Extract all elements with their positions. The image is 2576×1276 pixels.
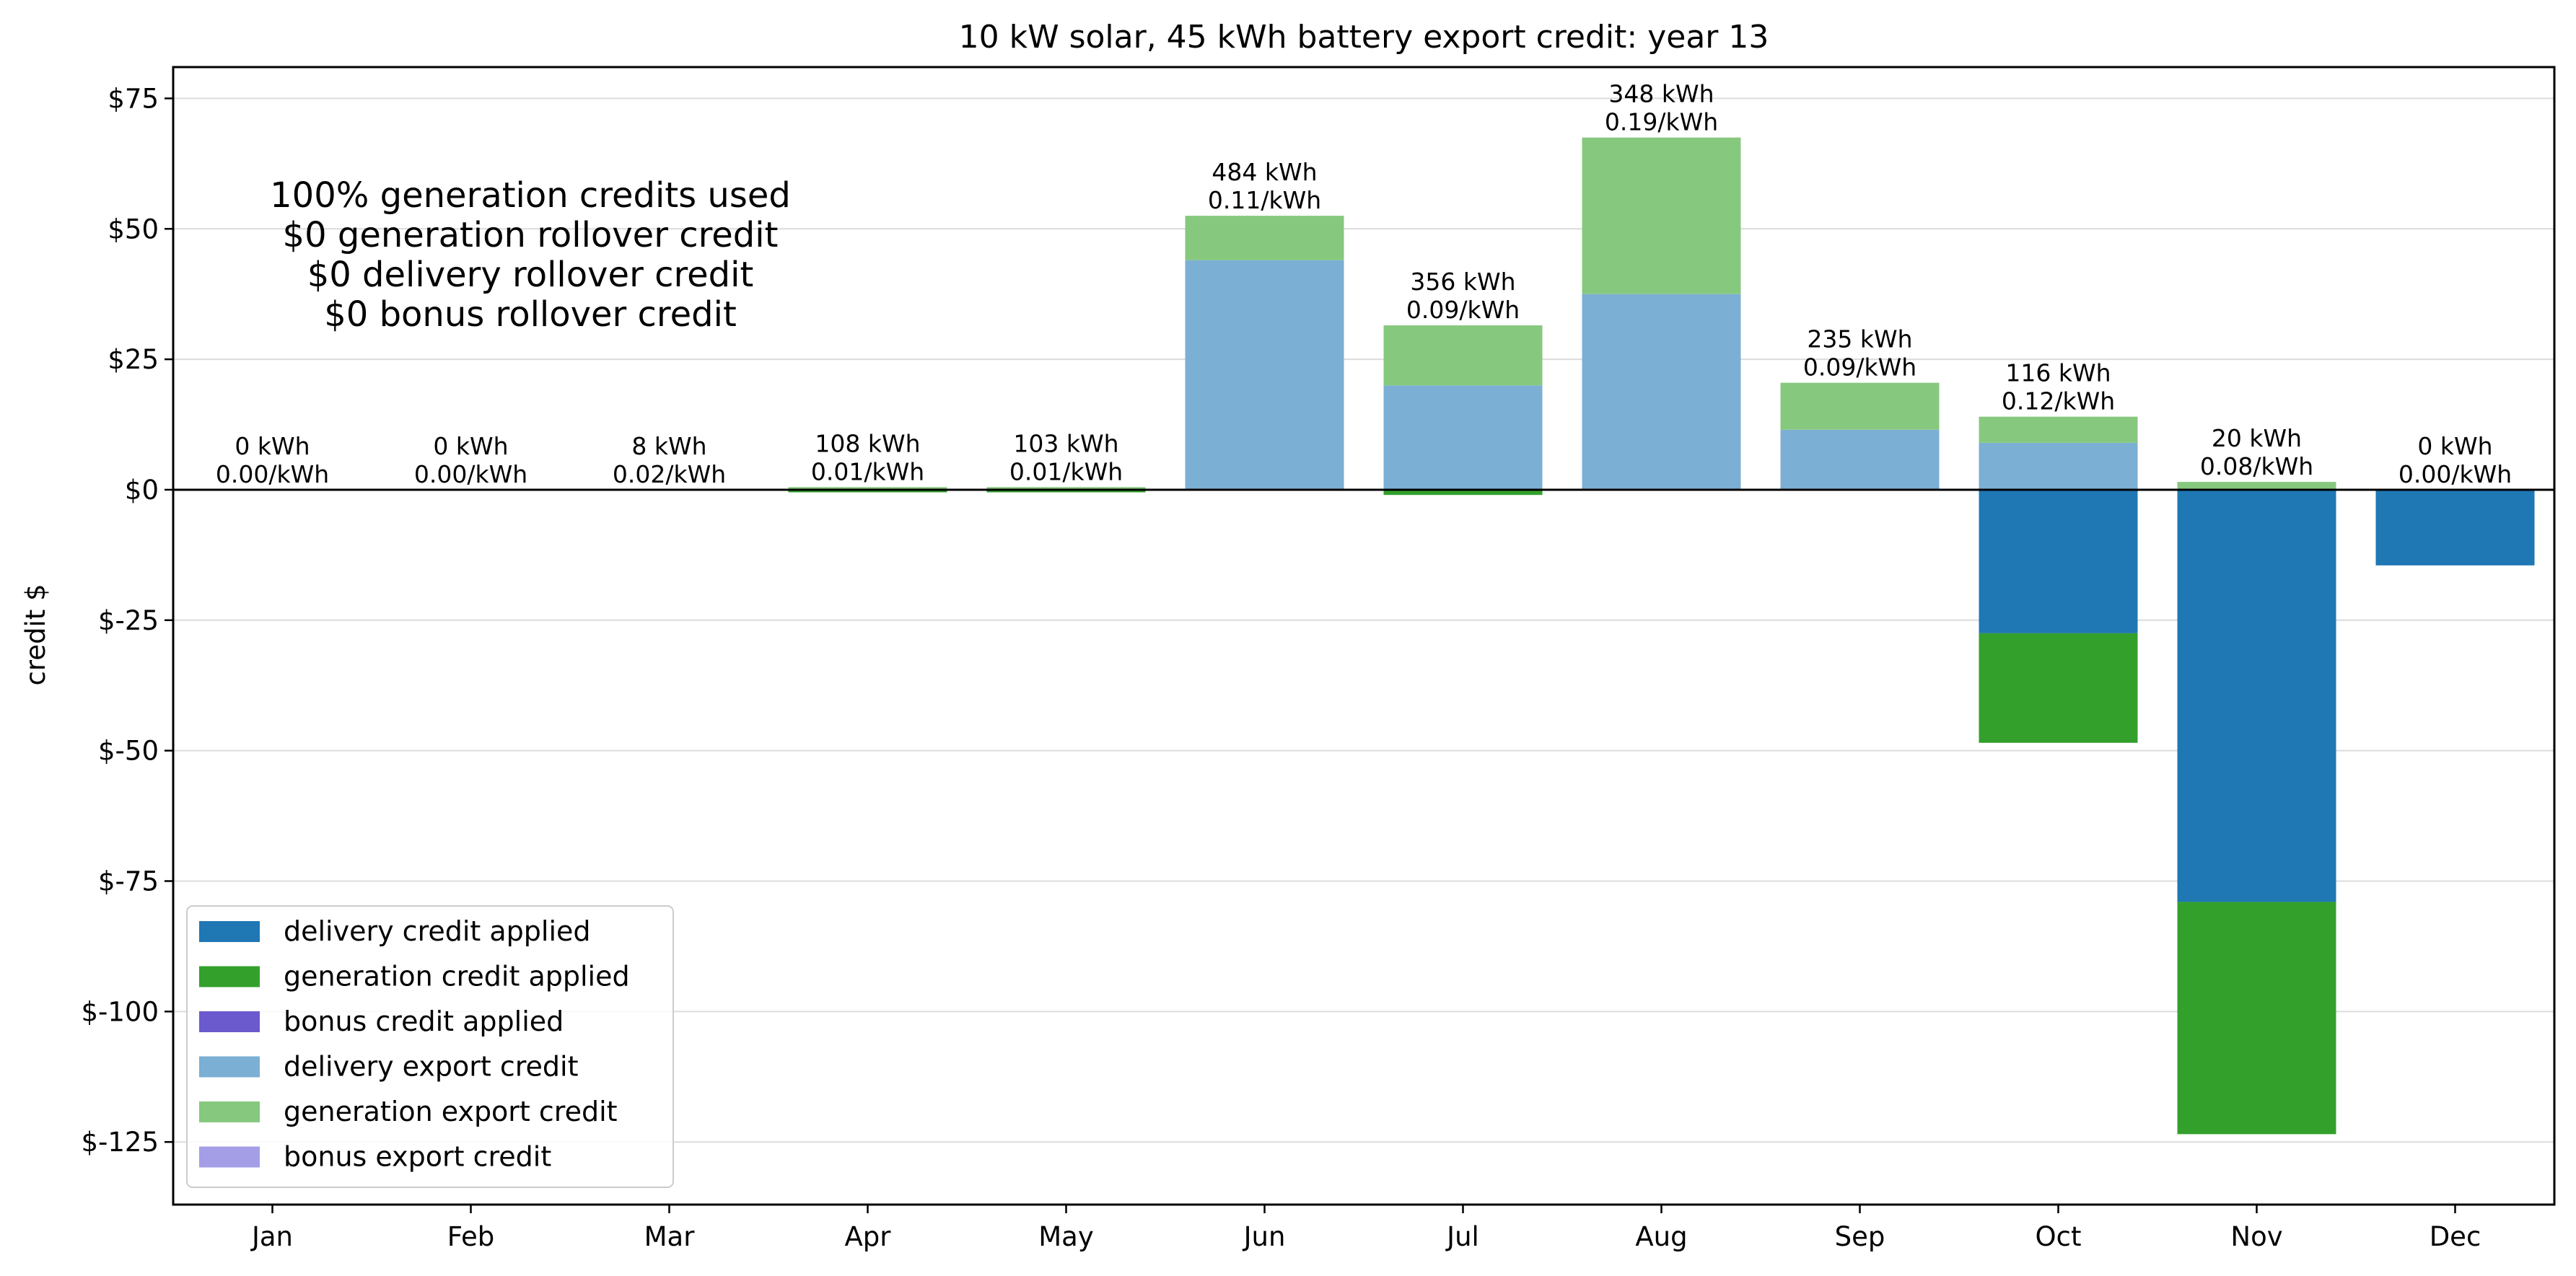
annotation-line: 100% generation credits used bbox=[270, 175, 791, 216]
x-tick-label: Dec bbox=[2430, 1221, 2481, 1252]
y-tick-label: $-75 bbox=[98, 866, 159, 897]
bar-label-kwh: 484 kWh bbox=[1212, 158, 1317, 186]
bar-segment-generation-export-credit bbox=[1185, 216, 1344, 260]
legend-swatch bbox=[199, 1146, 260, 1168]
bar-segment-delivery-credit-applied bbox=[1979, 489, 2138, 633]
x-tick-label: Jan bbox=[250, 1221, 293, 1252]
bar-label-rate: 0.02/kWh bbox=[613, 460, 726, 488]
bar-segment-delivery-credit-applied bbox=[2177, 489, 2336, 902]
x-tick-label: Nov bbox=[2230, 1221, 2282, 1252]
y-tick-label: $50 bbox=[108, 214, 159, 245]
y-tick-label: $-25 bbox=[98, 605, 159, 636]
x-tick-label: Sep bbox=[1835, 1221, 1885, 1252]
bar-segment-delivery-export-credit bbox=[1780, 429, 1940, 490]
bar-segment-delivery-export-credit bbox=[1582, 294, 1741, 490]
bar-label-rate: 0.01/kWh bbox=[1009, 457, 1123, 485]
bar-segment-generation-export-credit bbox=[1979, 416, 2138, 443]
x-tick-label: Apr bbox=[844, 1221, 891, 1252]
bar-label-rate: 0.09/kWh bbox=[1406, 296, 1520, 324]
y-tick-label: $-125 bbox=[81, 1127, 159, 1158]
bar-segment-delivery-export-credit bbox=[1185, 260, 1344, 490]
legend-swatch bbox=[199, 921, 260, 942]
chart-title: 10 kW solar, 45 kWh battery export credi… bbox=[959, 19, 1769, 56]
x-tick-label: Jul bbox=[1445, 1221, 1479, 1252]
bar-label-kwh: 348 kWh bbox=[1608, 80, 1714, 108]
bar-segment-delivery-export-credit bbox=[1383, 385, 1543, 490]
bar-segment-generation-credit-applied bbox=[1383, 489, 1543, 496]
x-tick-label: Feb bbox=[447, 1221, 495, 1252]
y-tick-label: $0 bbox=[125, 475, 159, 506]
plot-frame bbox=[172, 66, 2556, 1206]
bars bbox=[788, 137, 2535, 1135]
legend-label: bonus credit applied bbox=[284, 1006, 564, 1037]
annotation-line: $0 bonus rollover credit bbox=[324, 294, 737, 335]
legend-swatch bbox=[199, 1101, 260, 1122]
x-tick-label: Oct bbox=[2036, 1221, 2082, 1252]
y-tick-label: $-100 bbox=[81, 996, 159, 1027]
legend-label: delivery credit applied bbox=[284, 915, 591, 947]
bar-segment-generation-credit-applied bbox=[788, 489, 947, 493]
bar-label-kwh: 356 kWh bbox=[1410, 268, 1515, 296]
legend: delivery credit applied generation credit… bbox=[186, 905, 674, 1188]
bar-segment-generation-export-credit bbox=[1383, 325, 1543, 386]
legend-label: generation credit applied bbox=[284, 961, 630, 993]
x-tick-label: Aug bbox=[1635, 1221, 1687, 1252]
bar-label-rate: 0.00/kWh bbox=[216, 460, 329, 488]
bar-label-rate: 0.12/kWh bbox=[2002, 387, 2115, 415]
y-axis: $75 $50 $25 $0 $-25 $-50 $-75 $-100 $-125 bbox=[81, 83, 173, 1158]
x-tick-label: Mar bbox=[644, 1221, 696, 1252]
bar-label-kwh: 8 kWh bbox=[631, 432, 706, 460]
bar-label-kwh: 235 kWh bbox=[1807, 325, 1912, 353]
bar-segment-delivery-credit-applied bbox=[2375, 489, 2535, 566]
y-tick-label: $75 bbox=[108, 83, 159, 114]
legend-swatch bbox=[199, 966, 260, 987]
bar-segment-generation-credit-applied bbox=[2177, 902, 2336, 1135]
x-tick-label: May bbox=[1038, 1221, 1094, 1252]
bar-label-rate: 0.00/kWh bbox=[414, 460, 527, 488]
bar-segment-generation-credit-applied bbox=[1979, 633, 2138, 743]
bar-label-rate: 0.09/kWh bbox=[1803, 353, 1916, 382]
bar-label-kwh: 0 kWh bbox=[235, 432, 310, 460]
legend-swatch bbox=[199, 1011, 260, 1032]
bar-segment-generation-export-credit bbox=[1780, 382, 1940, 430]
y-tick-label: $25 bbox=[108, 344, 159, 375]
bar-label-kwh: 0 kWh bbox=[433, 432, 508, 460]
legend-label: delivery export credit bbox=[284, 1051, 578, 1083]
bar-label-rate: 0.01/kWh bbox=[811, 457, 924, 485]
bar-segment-generation-export-credit bbox=[1582, 137, 1741, 294]
annotation-line: $0 generation rollover credit bbox=[283, 215, 779, 255]
legend-label: bonus export credit bbox=[284, 1141, 551, 1173]
bar-label-kwh: 116 kWh bbox=[2005, 359, 2111, 387]
bar-label-rate: 0.11/kWh bbox=[1208, 186, 1321, 214]
bar-label-rate: 0.19/kWh bbox=[1605, 108, 1718, 136]
bar-label-rate: 0.08/kWh bbox=[2200, 452, 2313, 480]
bar-segment-generation-export-credit bbox=[788, 487, 947, 490]
rollover-annotation: 100% generation credits used$0 generatio… bbox=[270, 175, 791, 335]
bar-label-kwh: 103 kWh bbox=[1013, 429, 1118, 457]
bar-label-rate: 0.00/kWh bbox=[2398, 460, 2512, 488]
bar-label-kwh: 108 kWh bbox=[815, 429, 920, 457]
bar-label-kwh: 20 kWh bbox=[2212, 424, 2302, 452]
bar-segment-generation-credit-applied bbox=[986, 489, 1146, 493]
bar-segment-generation-export-credit bbox=[986, 487, 1146, 490]
x-axis: Jan Feb Mar Apr May Jun Jul Aug Sep Oct Nov Dec bbox=[250, 1205, 2481, 1252]
annotation-line: $0 delivery rollover credit bbox=[307, 255, 754, 295]
y-axis-label: credit $ bbox=[20, 584, 51, 685]
bar-label-kwh: 0 kWh bbox=[2417, 432, 2492, 460]
legend-swatch bbox=[199, 1056, 260, 1078]
legend-box bbox=[186, 905, 674, 1188]
x-tick-label: Jun bbox=[1243, 1221, 1286, 1252]
bar-segment-generation-export-credit bbox=[2177, 482, 2336, 490]
legend-label: generation export credit bbox=[284, 1096, 618, 1127]
y-tick-label: $-50 bbox=[98, 736, 159, 767]
bar-segment-delivery-export-credit bbox=[1979, 442, 2138, 490]
